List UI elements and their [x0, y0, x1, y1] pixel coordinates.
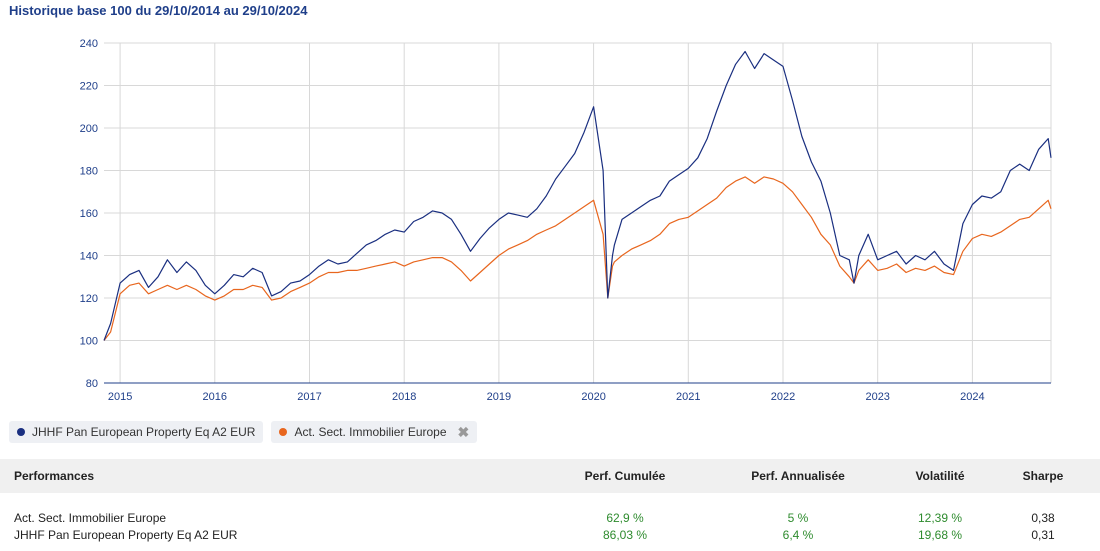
y-tick-label: 240 [80, 38, 98, 50]
legend-label-fund: JHHF Pan European Property Eq A2 EUR [32, 425, 256, 439]
x-tick-label: 2015 [108, 391, 132, 403]
row-name: JHHF Pan European Property Eq A2 EUR [14, 528, 238, 542]
header-perf-annualisee: Perf. Annualisée [751, 469, 845, 483]
legend-label-benchmark: Act. Sect. Immobilier Europe [294, 425, 447, 439]
performances-header: Performances Perf. Cumulée Perf. Annuali… [0, 459, 1100, 493]
y-tick-label: 80 [86, 378, 98, 390]
row-perf-annualisee: 5 % [787, 511, 809, 525]
legend-item-benchmark[interactable]: Act. Sect. Immobilier Europe ✖ [271, 421, 478, 443]
x-tick-label: 2018 [392, 391, 416, 403]
row-sharpe: 0,31 [1031, 528, 1055, 542]
y-tick-label: 120 [80, 293, 98, 305]
y-axis: 80 100 120 140 160 180 200 220 240 [80, 38, 98, 390]
series-lines [103, 50, 1052, 341]
y-tick-label: 140 [80, 251, 98, 263]
x-tick-label: 2023 [865, 391, 889, 403]
row-perf-cumulee: 62,9 % [606, 511, 644, 525]
header-performances: Performances [14, 469, 95, 483]
y-tick-label: 100 [80, 336, 98, 348]
header-sharpe: Sharpe [1022, 469, 1064, 483]
legend-item-fund[interactable]: JHHF Pan European Property Eq A2 EUR [9, 421, 264, 443]
x-axis: 2015 2016 2017 2018 2019 2020 2021 2022 2023 2024 [104, 382, 1051, 403]
x-tick-label: 2020 [581, 391, 605, 403]
x-tick-label: 2024 [960, 391, 984, 403]
legend: JHHF Pan European Property Eq A2 EUR Act… [9, 421, 478, 443]
row-volatilite: 19,68 % [917, 528, 963, 542]
row-perf-annualisee: 6,4 % [782, 528, 814, 542]
table-row: JHHF Pan European Property Eq A2 EUR 86,… [0, 528, 1100, 544]
x-tick-label: 2022 [771, 391, 795, 403]
x-tick-label: 2019 [487, 391, 511, 403]
table-row: Act. Sect. Immobilier Europe 62,9 % 5 % … [0, 511, 1100, 527]
legend-dot-benchmark [279, 428, 288, 436]
y-tick-label: 180 [80, 166, 98, 178]
row-sharpe: 0,38 [1031, 511, 1055, 525]
y-tick-label: 200 [80, 123, 98, 135]
x-tick-label: 2017 [297, 391, 321, 403]
legend-dot-fund [17, 428, 25, 436]
y-tick-label: 220 [80, 81, 98, 93]
chart-title: Historique base 100 du 29/10/2014 au 29/… [9, 3, 308, 18]
series-line-benchmark [103, 176, 1052, 341]
x-tick-label: 2016 [203, 391, 227, 403]
row-name: Act. Sect. Immobilier Europe [14, 511, 167, 525]
header-perf-cumulee: Perf. Cumulée [584, 469, 666, 483]
close-icon[interactable]: ✖ [457, 423, 470, 440]
row-perf-cumulee: 86,03 % [602, 528, 648, 542]
y-tick-label: 160 [80, 208, 98, 220]
chart-grid [104, 42, 1052, 384]
header-volatilite: Volatilité [915, 469, 965, 483]
row-volatilite: 12,39 % [917, 511, 963, 525]
series-line-fund [103, 50, 1052, 341]
x-tick-label: 2021 [676, 391, 700, 403]
